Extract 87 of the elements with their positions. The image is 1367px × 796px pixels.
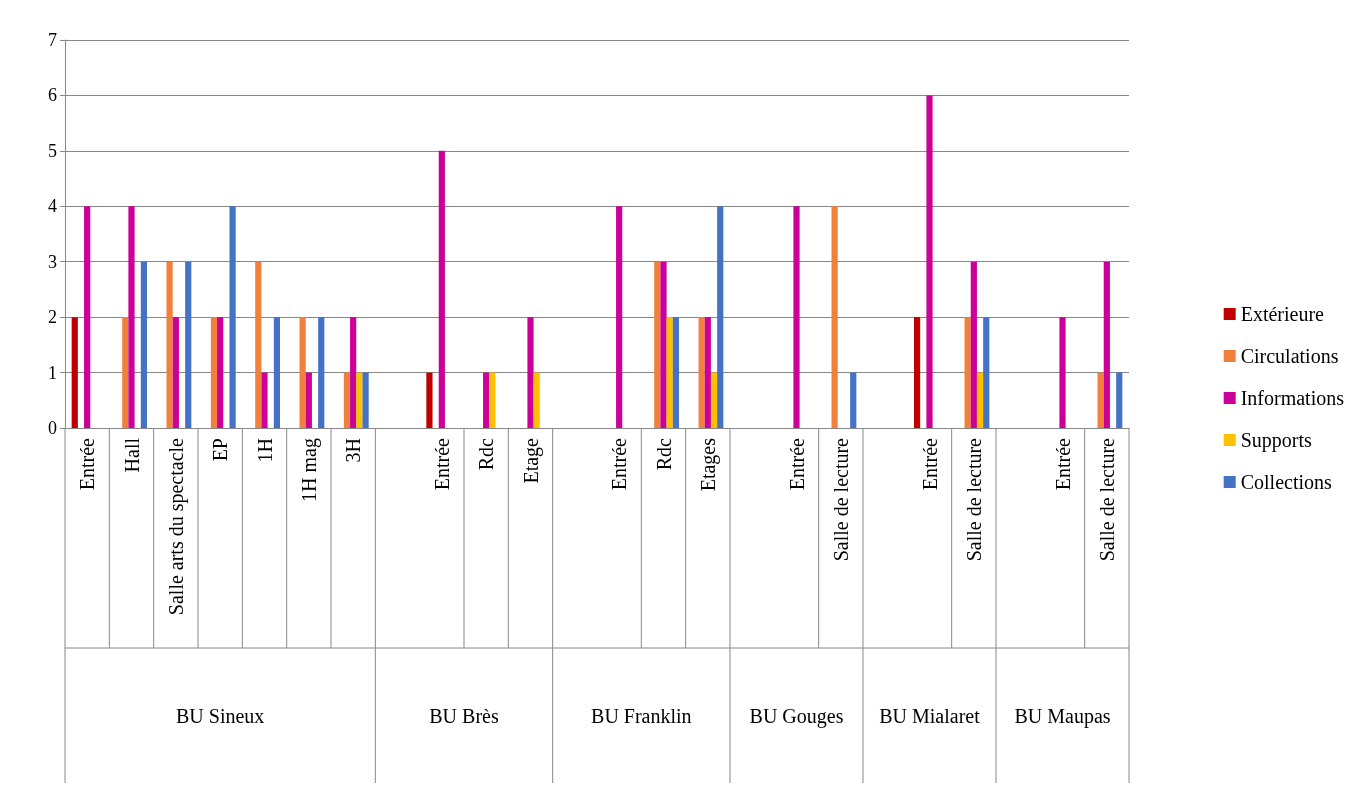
text: BU Sineux bbox=[175, 704, 265, 727]
x-tick-label: Rdc bbox=[475, 437, 498, 471]
y-tick-label: 4 bbox=[48, 196, 57, 217]
bar bbox=[122, 317, 129, 428]
bar bbox=[299, 317, 306, 428]
bar bbox=[273, 317, 281, 428]
bar bbox=[1059, 317, 1066, 428]
bar bbox=[229, 206, 236, 428]
bar bbox=[913, 317, 921, 428]
text: BU Franklin bbox=[591, 704, 692, 727]
bar bbox=[318, 317, 325, 428]
legend-label: Collections bbox=[1240, 471, 1333, 493]
y-tick-label: 2 bbox=[48, 307, 57, 328]
y-tick-label: 7 bbox=[48, 30, 57, 50]
text: BU Mialaret bbox=[879, 704, 981, 727]
bar bbox=[362, 372, 369, 428]
bar bbox=[255, 261, 262, 428]
bar bbox=[172, 317, 179, 428]
bar bbox=[976, 372, 984, 428]
y-tick-label: 0 bbox=[48, 418, 57, 438]
bar bbox=[666, 317, 673, 428]
x-tick-label: Entrée bbox=[1051, 437, 1074, 491]
x-tick-label: Rdc bbox=[652, 437, 675, 471]
bar bbox=[356, 372, 363, 428]
bar bbox=[71, 317, 78, 428]
text: BU Maupas bbox=[1014, 704, 1111, 728]
x-tick-label: Entrée bbox=[918, 437, 941, 491]
x-tick-label: Entrée bbox=[608, 437, 631, 491]
bar bbox=[926, 95, 933, 428]
bar bbox=[210, 317, 218, 428]
x-tick-label: Etages bbox=[696, 437, 720, 492]
bar bbox=[793, 206, 800, 428]
bar bbox=[217, 317, 224, 428]
bar bbox=[964, 317, 971, 428]
legend-label: Extérieure bbox=[1240, 303, 1325, 325]
bar bbox=[185, 261, 192, 428]
bar bbox=[983, 317, 990, 428]
bar bbox=[261, 372, 268, 428]
x-tick-label: 3H bbox=[342, 438, 365, 463]
bar bbox=[128, 206, 135, 428]
bar bbox=[140, 261, 148, 428]
text: BU Brès bbox=[429, 704, 499, 727]
bar bbox=[527, 317, 534, 428]
bar bbox=[166, 261, 173, 428]
bar bbox=[305, 372, 312, 428]
x-tick-label: Entrée bbox=[430, 437, 453, 491]
bar bbox=[616, 206, 623, 428]
bar bbox=[426, 372, 433, 428]
x-tick-label: Salle arts du spectacle bbox=[164, 437, 188, 616]
x-tick-label: Salle de lecture bbox=[962, 437, 985, 562]
x-tick-label: Entrée bbox=[785, 437, 808, 491]
x-tick-label: 1H mag bbox=[297, 438, 321, 502]
x-tick-label: EP bbox=[209, 438, 232, 462]
bar bbox=[350, 317, 357, 428]
bar bbox=[1103, 261, 1110, 428]
y-tick-label: 1 bbox=[48, 362, 57, 383]
legend-label: Circulations bbox=[1240, 345, 1339, 367]
x-tick-label: Etage bbox=[519, 437, 543, 484]
text: BU Gouges bbox=[749, 704, 844, 728]
y-tick-label: 5 bbox=[48, 140, 57, 161]
bar bbox=[660, 261, 667, 428]
bar bbox=[704, 317, 711, 428]
bar bbox=[483, 372, 490, 428]
legend-label: Informations bbox=[1240, 387, 1345, 409]
bar bbox=[1116, 372, 1123, 428]
y-tick-label: 6 bbox=[48, 85, 57, 106]
bar bbox=[654, 261, 661, 428]
bar bbox=[717, 206, 724, 428]
x-tick-label: 1H bbox=[253, 438, 276, 463]
bar bbox=[710, 372, 718, 428]
bar bbox=[489, 372, 496, 428]
x-tick-label: Salle de lecture bbox=[829, 437, 852, 562]
bar bbox=[672, 317, 680, 428]
x-tick-label: Salle de lecture bbox=[1095, 437, 1118, 562]
bar bbox=[831, 206, 838, 428]
bar bbox=[438, 150, 445, 428]
y-tick-label: 3 bbox=[48, 251, 57, 272]
x-tick-label: Entrée bbox=[76, 437, 99, 491]
bar bbox=[84, 206, 91, 428]
bar bbox=[970, 261, 977, 428]
bar bbox=[343, 372, 351, 428]
bar bbox=[533, 372, 540, 428]
bar bbox=[1097, 372, 1104, 428]
bar bbox=[850, 372, 857, 428]
x-tick-label: Hall bbox=[120, 437, 143, 473]
legend-label: Supports bbox=[1240, 429, 1313, 452]
bar bbox=[698, 317, 705, 428]
